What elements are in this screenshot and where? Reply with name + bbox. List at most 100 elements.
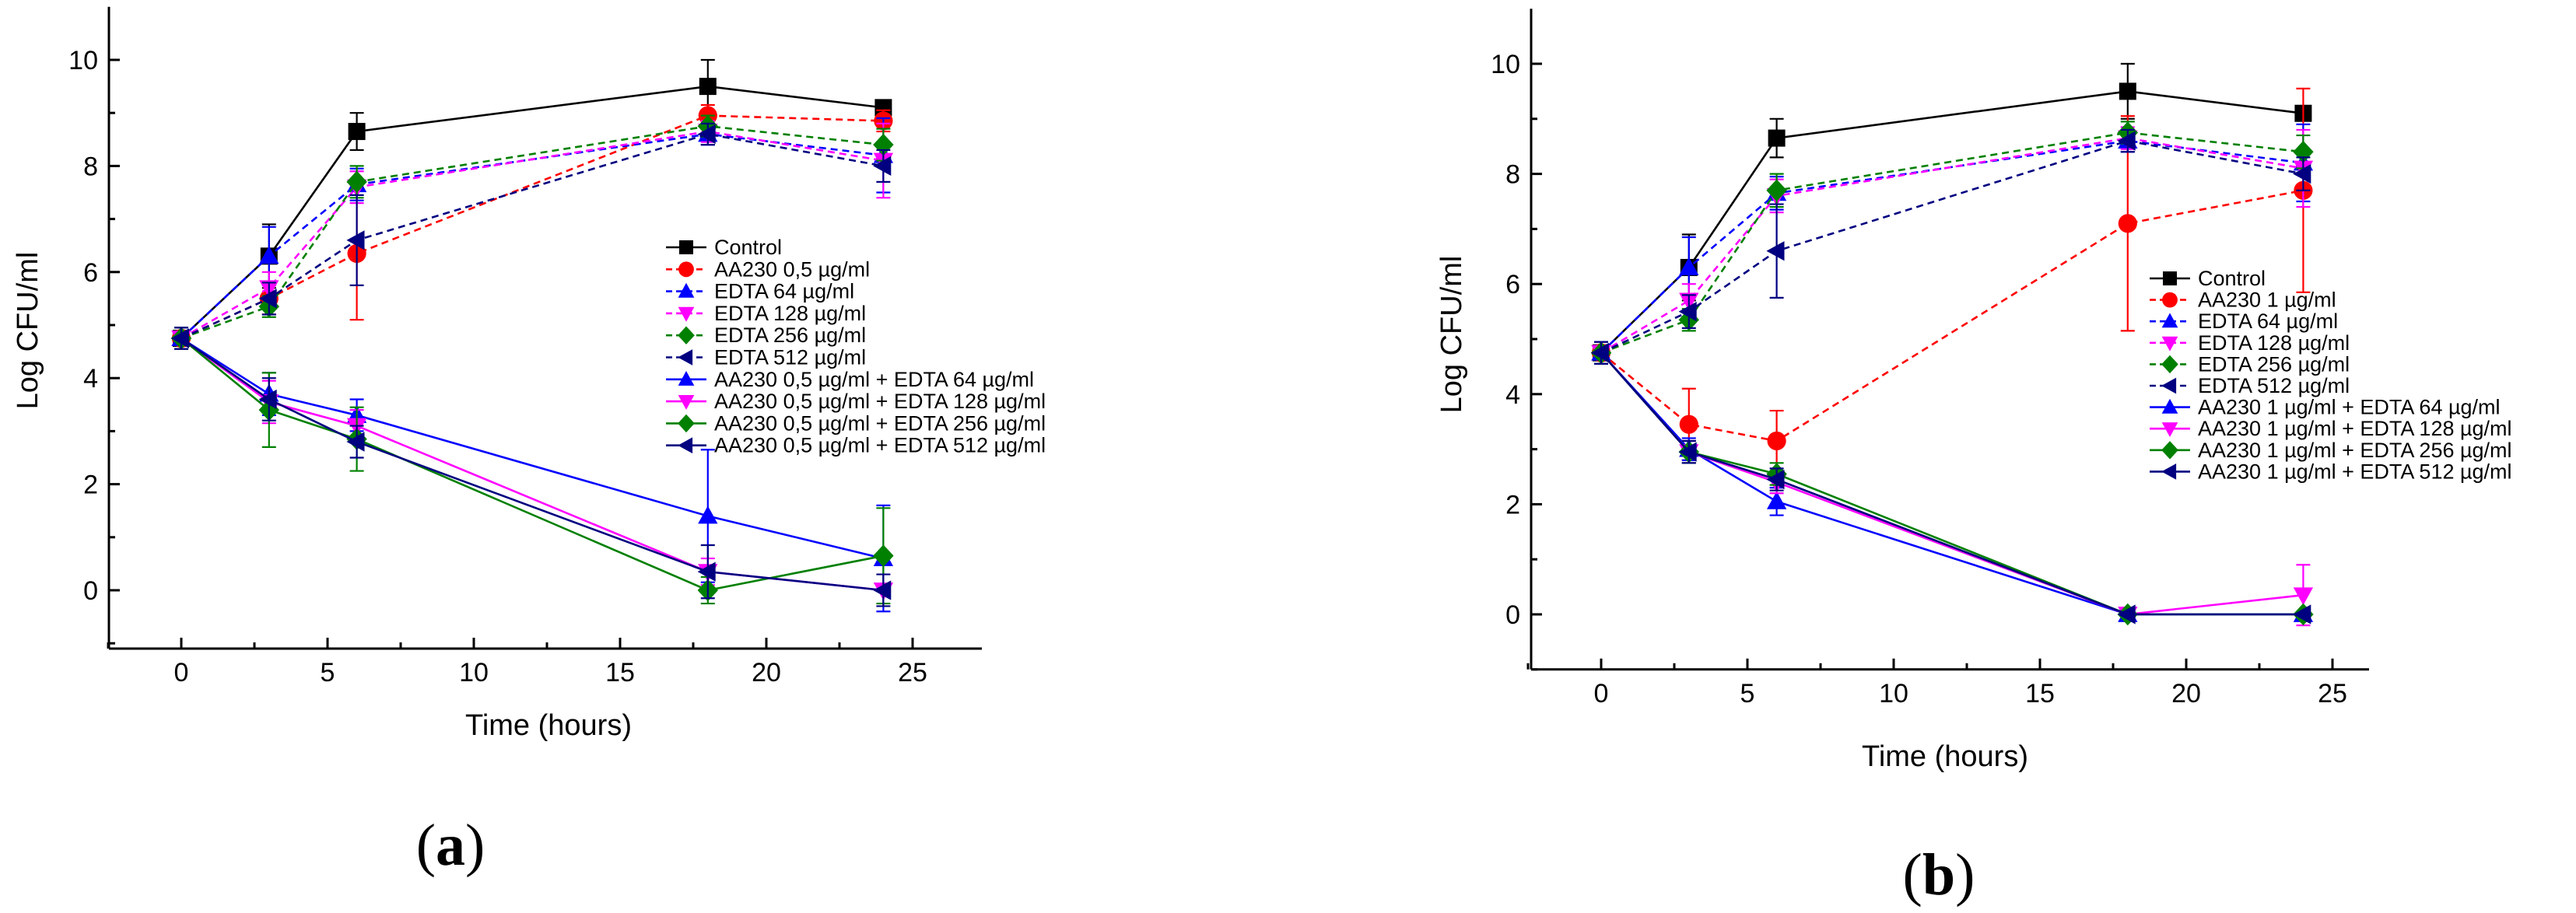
panel-a-y-tick-label: 10 bbox=[68, 46, 98, 75]
panel-b-data-point bbox=[1766, 179, 1787, 202]
panel-b-legend-marker bbox=[2161, 422, 2178, 437]
panel-a-legend-marker bbox=[678, 261, 694, 278]
panel-a-legend-label: AA230 0,5 µg/ml bbox=[714, 257, 870, 281]
panel-b-x-tick-label: 15 bbox=[2025, 679, 2055, 708]
panel-a-legend-marker bbox=[678, 306, 695, 322]
panel-a-label: (a) bbox=[416, 813, 485, 878]
panel-a-y-axis-label: Log CFU/ml bbox=[12, 252, 44, 410]
panel-b-data-point bbox=[1678, 301, 1697, 322]
panel-b-y-tick-label: 2 bbox=[1505, 490, 1520, 519]
panel-b-legend-label: EDTA 64 µg/ml bbox=[2198, 310, 2338, 333]
panel-b-data-point bbox=[1766, 469, 1785, 490]
panel-a-legend-label: AA230 0,5 µg/ml + EDTA 256 µg/ml bbox=[714, 411, 1046, 435]
panel-b-data-point bbox=[1767, 431, 1786, 451]
panel-a-data-point bbox=[346, 170, 367, 194]
panel-a-legend-marker bbox=[678, 326, 695, 345]
panel-a-data-point bbox=[874, 99, 892, 117]
panel-a-x-tick-label: 15 bbox=[605, 658, 635, 687]
panel-a-data-point bbox=[258, 289, 277, 309]
panel-a-y-tick-label: 0 bbox=[83, 576, 98, 606]
panel-a-data-point bbox=[873, 544, 894, 567]
panel-b-series-9 bbox=[1590, 341, 2311, 624]
panel-a-data-point bbox=[170, 328, 189, 348]
panel-a-x-tick-label: 10 bbox=[459, 658, 489, 687]
panel-a-x-tick-label: 20 bbox=[752, 658, 781, 687]
panel-a-data-point bbox=[346, 230, 365, 250]
panel-a-data-point bbox=[699, 78, 717, 96]
panel-a-data-point bbox=[697, 124, 716, 145]
panel-b-legend-label: EDTA 128 µg/ml bbox=[2198, 331, 2350, 355]
panel-a-x-tick-label: 5 bbox=[321, 658, 335, 687]
panel-b-legend-label: AA230 1 µg/ml + EDTA 64 µg/ml bbox=[2198, 396, 2501, 419]
panel-a-data-point bbox=[873, 156, 892, 177]
panel-b-y-tick-label: 6 bbox=[1505, 270, 1520, 299]
panel-b-legend-marker bbox=[2163, 271, 2177, 285]
panel-a-y-tick-label: 4 bbox=[83, 364, 98, 394]
panel-a-legend-label: AA230 0,5 µg/ml + EDTA 512 µg/ml bbox=[714, 434, 1046, 457]
panel-b-label: (b) bbox=[1903, 842, 1975, 908]
panel-a-legend-label: EDTA 128 µg/ml bbox=[714, 302, 866, 325]
panel-b-data-point bbox=[1678, 442, 1697, 462]
panel-b-legend-marker bbox=[2161, 441, 2178, 460]
panel-a-legend-marker bbox=[678, 282, 695, 298]
panel-a-data-point bbox=[873, 133, 894, 156]
panel-b-data-point bbox=[2117, 131, 2136, 151]
panel-b-y-tick-label: 10 bbox=[1491, 50, 1520, 79]
panel-b-data-point bbox=[2118, 214, 2137, 233]
panel-a-legend-marker bbox=[678, 414, 695, 433]
panel-a-legend-label: AA230 0,5 µg/ml + EDTA 64 µg/ml bbox=[714, 368, 1034, 391]
panel-b-data-point bbox=[2119, 82, 2136, 100]
panel-b-legend-label: EDTA 512 µg/ml bbox=[2198, 374, 2350, 397]
panel-a-legend-marker bbox=[678, 395, 695, 410]
panel-b-data-point bbox=[2117, 604, 2136, 624]
panel-a-data-point bbox=[697, 561, 716, 582]
panel-b-data-point bbox=[1590, 343, 1609, 363]
panel-a-legend-marker bbox=[678, 437, 693, 454]
panel-b-legend-marker bbox=[2162, 292, 2178, 308]
panel-b-y-tick-label: 4 bbox=[1505, 380, 1520, 410]
panel-b-chart: Time (hours) Log CFU/ml (b) 0 2 4 6 8 10 0 5 10 1… bbox=[1435, 9, 2512, 908]
panel-b-x-tick-label: 20 bbox=[2171, 679, 2201, 708]
panel-b-series-1 bbox=[1591, 87, 2313, 473]
panel-a-legend-label: EDTA 64 µg/ml bbox=[714, 280, 854, 303]
panel-b-data-point bbox=[1679, 415, 1698, 434]
panel-b-x-axis-label: Time (hours) bbox=[1862, 740, 2028, 773]
panel-a-legend-label: AA230 0,5 µg/ml + EDTA 128 µg/ml bbox=[714, 390, 1046, 413]
panel-b-x-tick-label: 0 bbox=[1594, 679, 1609, 708]
panel-b-legend-marker bbox=[2161, 336, 2178, 352]
panel-a-y-tick-label: 2 bbox=[83, 470, 98, 500]
panel-a-data-point bbox=[258, 389, 277, 410]
panel-a-legend-label: EDTA 512 µg/ml bbox=[714, 346, 866, 369]
panel-b-legend-marker bbox=[2161, 398, 2178, 414]
panel-a-legend-label: EDTA 256 µg/ml bbox=[714, 324, 866, 347]
panel-a-legend-marker bbox=[678, 371, 695, 386]
panel-a-legend-marker bbox=[678, 349, 693, 366]
panel-b-y-tick-label: 8 bbox=[1505, 160, 1520, 190]
panel-a-series-9 bbox=[170, 327, 892, 607]
panel-b-x-tick-label: 25 bbox=[2318, 679, 2347, 708]
panel-b-x-tick-label: 5 bbox=[1740, 679, 1755, 708]
panel-b-data-point bbox=[2293, 587, 2314, 606]
panel-a-data-point bbox=[348, 123, 366, 141]
panel-a-data-point bbox=[259, 246, 279, 264]
panel-a-data-point bbox=[698, 505, 718, 524]
panel-b-legend-label: Control bbox=[2198, 267, 2266, 290]
panel-a-data-point bbox=[873, 580, 892, 600]
panel-a-y-tick-label: 8 bbox=[83, 152, 98, 181]
panel-b-legend-marker bbox=[2161, 377, 2177, 394]
panel-b-data-point bbox=[1766, 491, 1787, 509]
panel-a-y-tick-label: 6 bbox=[83, 258, 98, 288]
panel-b-y-axis-label: Log CFU/ml bbox=[1435, 256, 1468, 414]
panel-a-data-point bbox=[346, 432, 365, 452]
panel-b-legend-label: AA230 1 µg/ml bbox=[2198, 289, 2336, 312]
panel-b-legend-marker bbox=[2161, 463, 2177, 480]
panel-a-x-axis-label: Time (hours) bbox=[465, 709, 632, 742]
panel-b-legend-label: AA230 1 µg/ml + EDTA 128 µg/ml bbox=[2198, 417, 2512, 440]
panel-a-x-tick-label: 25 bbox=[898, 658, 927, 687]
panel-a-legend-marker bbox=[679, 240, 693, 254]
panel-b-data-point bbox=[1766, 241, 1785, 261]
panel-a-chart: Time (hours) Log CFU/ml (a) 0 2 4 6 8 10 0 5 10 1… bbox=[12, 6, 1046, 878]
